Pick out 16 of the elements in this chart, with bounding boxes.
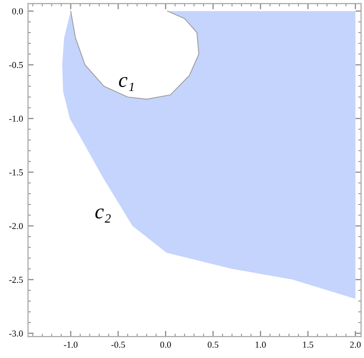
annotation: c₂ bbox=[95, 208, 111, 223]
y-tick-label: -1.5 bbox=[9, 169, 23, 176]
x-tick-label: 0.5 bbox=[208, 342, 218, 348]
x-tick-label: 1.5 bbox=[303, 342, 314, 348]
x-tick-label: 1.0 bbox=[256, 342, 266, 348]
x-tick-label: -0.5 bbox=[111, 342, 125, 348]
y-tick-label: -3.0 bbox=[9, 330, 23, 337]
y-tick-label: -2.0 bbox=[9, 223, 23, 230]
y-tick-label: -0.5 bbox=[9, 62, 23, 68]
annotation: c₁ bbox=[119, 77, 134, 92]
x-tick-label: 2.0 bbox=[350, 342, 361, 348]
y-tick-label: -1.0 bbox=[9, 116, 23, 122]
y-tick-label: -2.5 bbox=[9, 276, 23, 283]
x-tick-label: 0.0 bbox=[160, 342, 171, 348]
y-tick-label: 0.0 bbox=[12, 8, 23, 14]
x-tick-label: -1.0 bbox=[64, 342, 78, 348]
